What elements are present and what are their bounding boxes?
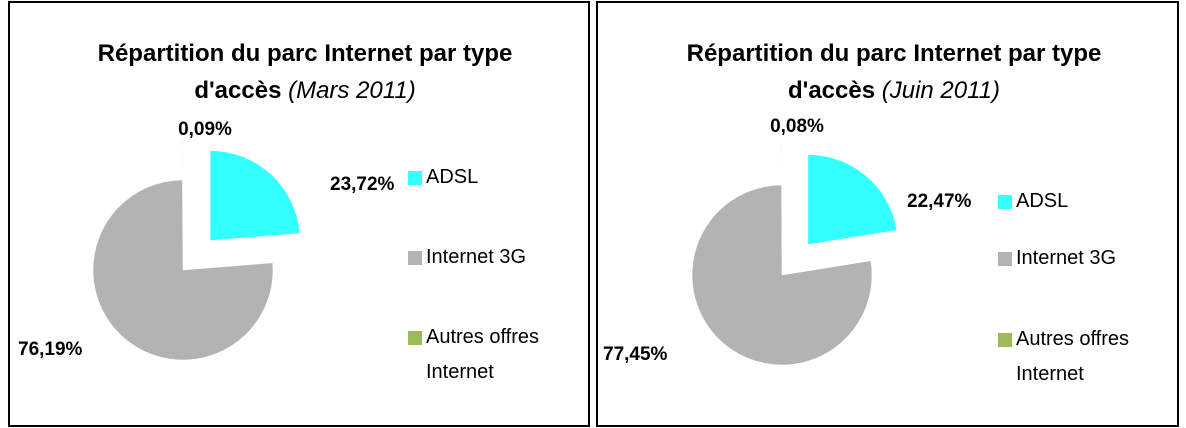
legend-label: Autres offres Internet [1016,328,1130,385]
data-label: 0,08% [770,116,824,137]
data-label: 0,09% [178,119,232,140]
legend-swatch [408,331,422,345]
legend-label: Internet 3G [426,246,527,268]
title-text: Répartition du parc Internet par type d'… [686,40,1102,104]
legend-label: ADSL [426,166,479,188]
legend-label: Internet 3G [1016,247,1117,269]
chart: Répartition du parc Internet par type d'… [603,35,1130,385]
legend-label: ADSL [426,166,479,188]
legend-swatch [408,251,422,265]
subtitle: (Mars 2011) [288,77,416,104]
data-label: 77,45% [603,344,668,365]
chart-title: Répartition du parc Internet par type d'… [664,35,1124,109]
subtitle: (Juin 2011) [881,77,1001,104]
chart-title: Répartition du parc Internet par type d'… [75,35,535,109]
pie-slice [209,150,301,241]
legend-label: ADSL [1016,190,1069,212]
legend-label: Autres offres Internet [426,326,540,383]
panel [8,1,590,427]
pie-slice [691,184,873,366]
data-label: 23,72% [330,174,395,195]
chart: Répartition du parc Internet par type d'… [18,35,540,383]
legend-label: ADSL [1016,190,1069,212]
legend-label: Internet 3G [1016,247,1117,269]
data-label: 76,19% [18,339,83,360]
legend-swatch [408,171,422,185]
legend-swatch [998,252,1012,266]
legend-swatch [998,195,1012,209]
data-label: 22,47% [907,191,972,212]
pie-slice [807,154,898,245]
legend-label: Internet 3G [426,246,527,268]
pie-slice [182,139,184,231]
legend-label: Autres offres Internet [426,326,540,383]
chart-title: Répartition du parc Internet par type d'… [75,35,535,109]
title-text: Répartition du parc Internet par type d'… [97,40,513,104]
chart-title: Répartition du parc Internet par type d'… [664,35,1124,109]
legend-swatch [998,333,1012,347]
pie-slice [92,179,274,361]
legend-label: Autres offres Internet [1016,328,1130,385]
